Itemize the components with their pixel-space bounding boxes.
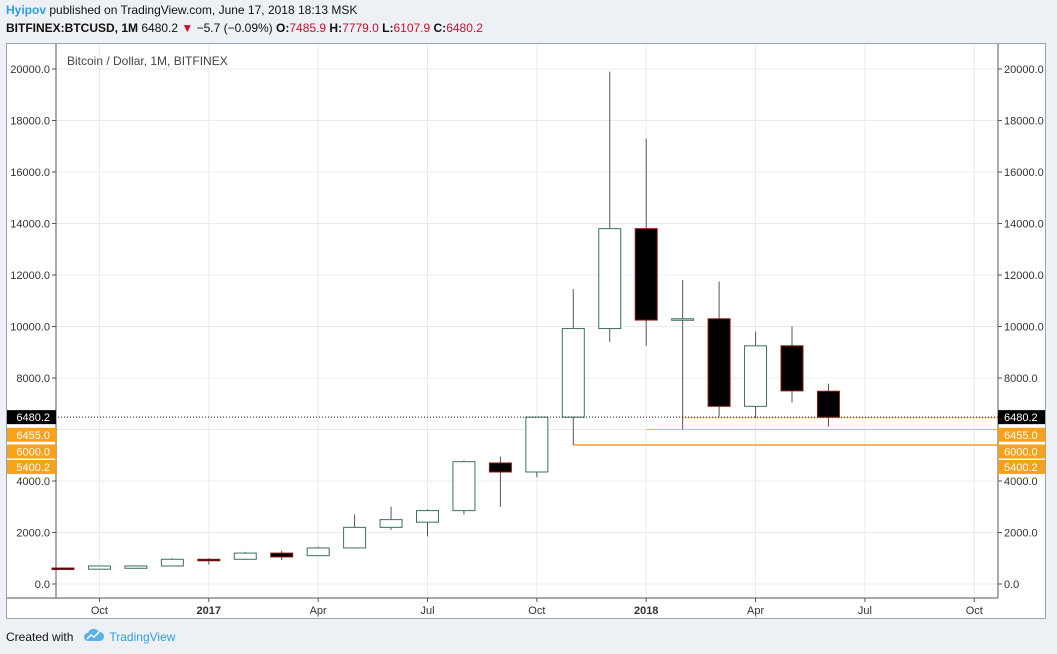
tradingview-cloud-icon[interactable] (83, 628, 105, 645)
price-badge-left (7, 410, 56, 425)
candle-up (744, 345, 768, 407)
level-badge-left (7, 444, 56, 459)
tradingview-link[interactable]: TradingView (109, 629, 176, 644)
x-tick-label: Jul (858, 605, 872, 617)
y-tick-label-right: 2000.0 (1004, 528, 1038, 540)
y-tick-label-left: 18000.0 (10, 116, 50, 128)
candle-up (87, 565, 111, 570)
candle-up (561, 328, 585, 418)
x-tick-label: Jul (420, 605, 434, 617)
author-link[interactable]: Hyipov (6, 3, 47, 17)
candle-down (488, 462, 512, 473)
down-arrow-icon: ▼ (181, 21, 194, 35)
y-tick-label-right: 16000.0 (1004, 167, 1044, 179)
candle-up (343, 526, 367, 549)
level-badge-text: 6000.0 (16, 447, 50, 459)
price-badge-text: 6480.2 (16, 412, 50, 424)
candle-up (452, 461, 476, 512)
candle-down (634, 228, 658, 321)
level-badge-right (998, 427, 1045, 442)
y-tick-label-left: 4000.0 (16, 476, 50, 488)
level-badge-text: 5400.2 (16, 462, 50, 474)
level-badge-text: 5400.2 (1004, 462, 1038, 474)
open-label: O: (276, 21, 290, 35)
level-badge-right (998, 459, 1045, 474)
change-value: −5.7 (−0.09%) (196, 21, 273, 35)
open-value: 7485.9 (289, 21, 327, 35)
candle-up (525, 416, 549, 473)
candle-up (124, 565, 148, 569)
candle-down (780, 345, 804, 392)
candle-down (816, 390, 840, 418)
y-tick-label-right: 12000.0 (1004, 270, 1044, 282)
high-value: 7779.0 (342, 21, 379, 35)
y-tick-label-left: 10000.0 (10, 322, 50, 334)
y-tick-label-left: 8000.0 (16, 373, 50, 385)
y-tick-label-left: 14000.0 (10, 219, 50, 231)
y-tick-label-left: 0.0 (35, 579, 50, 591)
symbol-label: BITFINEX:BTCUSD, 1M (6, 21, 138, 35)
high-label: H: (329, 21, 343, 35)
level-badge-left (7, 427, 56, 442)
y-tick-label-left: 2000.0 (16, 528, 50, 540)
x-tick-label: Oct (528, 605, 545, 617)
level-badge-text: 6455.0 (1004, 430, 1038, 442)
y-tick-label-left: 12000.0 (10, 270, 50, 282)
chart-title: Bitcoin / Dollar, 1M, BITFINEX (67, 54, 228, 68)
candle-down (51, 567, 75, 571)
ohlc-bar: BITFINEX:BTCUSD, 1M 6480.2 ▼ −5.7 (−0.09… (6, 21, 483, 35)
y-tick-label-right: 10000.0 (1004, 322, 1044, 334)
price-badge-text: 6480.2 (1004, 412, 1038, 424)
level-badge-left (7, 459, 56, 474)
y-tick-label-right: 14000.0 (1004, 219, 1044, 231)
chart-panel[interactable]: 0.0 0.0 2000.0 2000.0 4000.0 4000.0 8000.0 8000… (6, 43, 1046, 619)
last-price: 6480.2 (141, 21, 179, 35)
footer: Created with TradingView (6, 628, 175, 645)
y-tick-label-left: 20000.0 (10, 64, 50, 76)
candle-down (707, 318, 731, 407)
y-tick-label-right: 8000.0 (1004, 373, 1038, 385)
published-text: published on TradingView.com, June 17, 2… (46, 3, 358, 17)
candle-up (416, 510, 439, 523)
x-tick-label: 2018 (634, 605, 658, 617)
created-with-text: Created with (6, 629, 74, 644)
candlestick-chart[interactable]: 0.0 0.0 2000.0 2000.0 4000.0 4000.0 8000.0 8000… (7, 44, 1045, 618)
x-tick-label: Oct (91, 605, 108, 617)
price-badge-right (998, 410, 1045, 425)
grid-lines (56, 44, 998, 598)
close-label: C: (433, 21, 447, 35)
close-value: 6480.2 (446, 21, 483, 35)
candle-up (306, 547, 330, 557)
y-tick-label-right: 18000.0 (1004, 116, 1044, 128)
x-tick-label: Apr (747, 605, 764, 617)
x-tick-label: Oct (966, 605, 983, 617)
y-tick-label-left: 16000.0 (10, 167, 50, 179)
candle-up (160, 558, 184, 567)
candle-down (270, 552, 294, 558)
candle-up (233, 552, 257, 560)
x-tick-label: 2017 (197, 605, 221, 617)
low-label: L: (382, 21, 394, 35)
level-badge-right (998, 444, 1045, 459)
level-badge-text: 6000.0 (1004, 447, 1038, 459)
candle-up (379, 519, 403, 528)
y-tick-label-right: 4000.0 (1004, 476, 1038, 488)
candle-down (197, 558, 221, 562)
low-value: 6107.9 (393, 21, 431, 35)
y-tick-label-right: 0.0 (1004, 579, 1019, 591)
level-badge-text: 6455.0 (16, 430, 50, 442)
candle-up (671, 318, 695, 321)
candle-up (598, 228, 622, 330)
x-tick-label: Apr (310, 605, 327, 617)
y-tick-label-right: 20000.0 (1004, 64, 1044, 76)
publish-info: Hyipov published on TradingView.com, Jun… (6, 3, 357, 17)
